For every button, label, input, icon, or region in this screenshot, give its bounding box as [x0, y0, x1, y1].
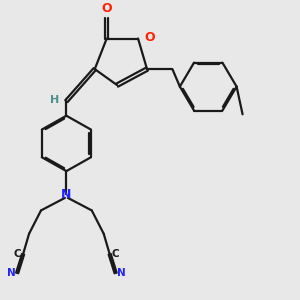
Text: O: O [101, 2, 112, 15]
Text: C: C [111, 249, 119, 259]
Text: N: N [61, 188, 72, 201]
Text: C: C [14, 249, 22, 259]
Text: O: O [144, 31, 155, 44]
Text: N: N [7, 268, 16, 278]
Text: H: H [50, 95, 59, 105]
Text: N: N [117, 268, 126, 278]
